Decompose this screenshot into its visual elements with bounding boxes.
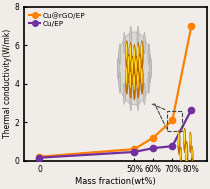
Circle shape [184,133,185,139]
Circle shape [137,69,140,98]
Circle shape [139,56,141,73]
Circle shape [129,44,131,62]
Circle shape [119,44,121,65]
Circle shape [137,43,140,71]
Circle shape [178,132,180,147]
Circle shape [143,83,146,105]
Circle shape [148,44,150,65]
Circle shape [178,130,180,155]
Circle shape [141,46,142,53]
Circle shape [150,58,152,79]
Circle shape [133,71,136,100]
Circle shape [123,32,125,53]
Circle shape [137,48,138,55]
Circle shape [129,43,132,71]
Y-axis label: Thermal conductivity(W/mk): Thermal conductivity(W/mk) [4,29,12,138]
Circle shape [184,128,186,153]
Circle shape [191,146,193,165]
Circle shape [140,66,143,94]
Circle shape [126,43,127,60]
Circle shape [148,72,150,93]
Circle shape [126,71,127,78]
Circle shape [141,43,143,60]
Circle shape [180,147,182,166]
Circle shape [125,66,128,94]
Circle shape [129,69,132,98]
Circle shape [131,58,133,75]
Circle shape [130,90,132,111]
Circle shape [129,71,131,89]
Circle shape [137,90,139,111]
Circle shape [130,26,132,47]
Circle shape [133,73,135,91]
Circle shape [135,61,136,68]
Circle shape [189,132,192,153]
Circle shape [137,71,139,89]
Circle shape [117,58,119,79]
Circle shape [140,41,143,69]
Legend: Cu@rGO/EP, Cu/EP: Cu@rGO/EP, Cu/EP [28,11,87,28]
Circle shape [180,149,181,160]
Circle shape [180,151,181,156]
Bar [167,111,182,131]
Circle shape [139,54,142,83]
Circle shape [185,141,188,172]
Circle shape [119,72,121,93]
Circle shape [131,56,134,85]
Circle shape [127,56,129,73]
Circle shape [133,46,135,64]
Circle shape [190,133,191,146]
Circle shape [139,59,140,66]
Circle shape [178,135,179,141]
Circle shape [192,148,193,159]
Circle shape [137,26,139,47]
X-axis label: Mass fraction(wt%): Mass fraction(wt%) [75,177,156,186]
Circle shape [185,144,187,162]
Circle shape [137,44,139,62]
Circle shape [143,32,146,53]
Circle shape [135,58,137,75]
Circle shape [128,59,129,66]
Circle shape [135,56,138,85]
Circle shape [184,130,185,145]
Circle shape [123,83,125,105]
Circle shape [133,44,136,73]
Ellipse shape [117,32,151,105]
Circle shape [141,71,142,78]
Circle shape [125,41,128,69]
Circle shape [141,67,143,85]
Circle shape [127,54,130,83]
Circle shape [126,67,127,85]
Circle shape [126,46,127,53]
Circle shape [137,75,138,81]
